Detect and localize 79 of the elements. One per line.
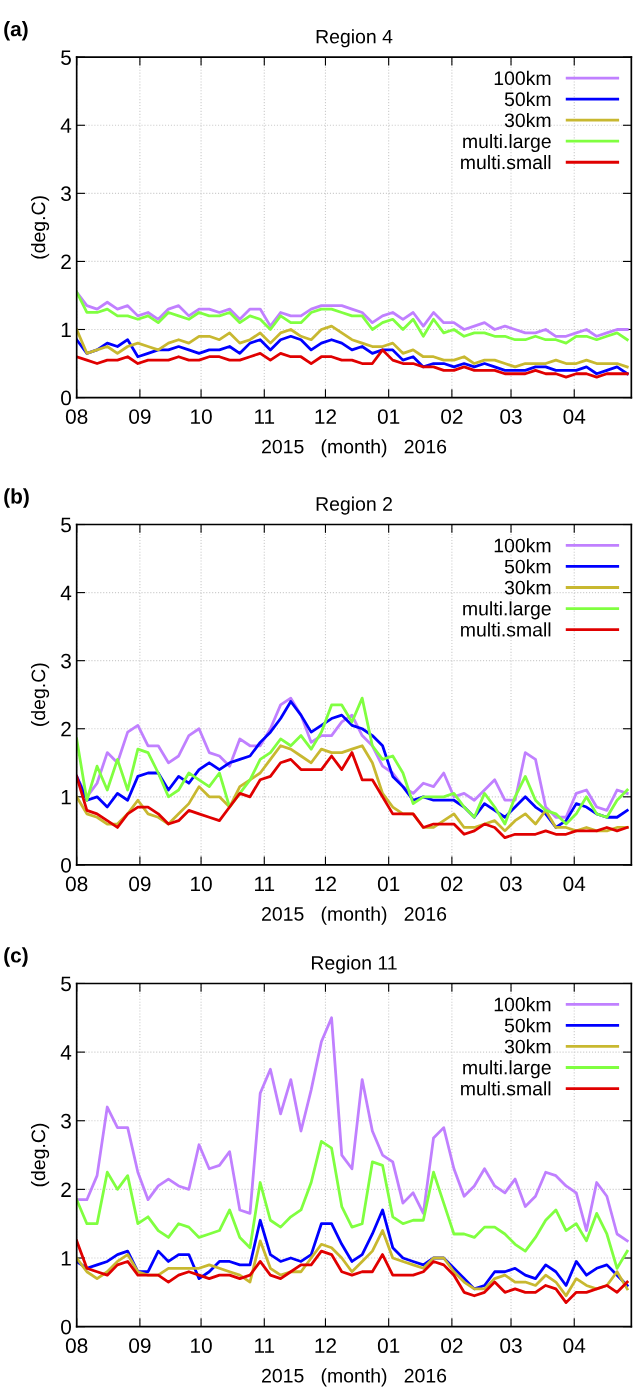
y-axis-title: (deg.C)	[31, 1123, 50, 1187]
legend-label: multi.large	[463, 601, 551, 620]
y-tick-label: 1	[61, 790, 71, 805]
legend-label: multi.small	[461, 1081, 551, 1096]
legend-label: 100km	[494, 997, 551, 1012]
x-tick-label: 11	[255, 876, 275, 892]
legend-label: 100km	[494, 538, 551, 553]
y-tick-label: 2	[61, 721, 71, 737]
text: (b)	[4, 488, 29, 508]
y-tick-label: 5	[61, 517, 71, 533]
x-tick-label: 12	[315, 1338, 336, 1353]
y-tick-label: 5	[61, 50, 71, 65]
x-axis-title: 2015 (month) 2016	[262, 439, 447, 458]
x-tick-label: 03	[500, 1338, 522, 1354]
line-series	[76, 348, 629, 379]
y-axis-title: (deg.C)	[31, 663, 50, 726]
y-tick-label: 5	[61, 976, 71, 992]
x-tick-label: 08	[65, 409, 88, 424]
y-tick-label: 4	[60, 118, 72, 133]
y-tick-label: 3	[61, 1113, 71, 1129]
x-tick-label: 11	[255, 409, 275, 424]
x-tick-label: 10	[191, 876, 212, 892]
x-tick-label: 03	[500, 409, 522, 424]
x-tick-label: 02	[441, 409, 463, 424]
x-tick-label: 04	[563, 409, 586, 424]
y-tick-label: 2	[61, 1182, 71, 1197]
legend-label: 100km	[494, 70, 551, 86]
x-tick-label: 09	[129, 409, 151, 424]
x-tick-label: 08	[65, 876, 88, 892]
y-tick-label: 3	[61, 653, 71, 669]
line-series	[76, 324, 629, 369]
y-tick-label: 1	[61, 322, 71, 338]
legend-label: multi.large	[463, 133, 551, 153]
x-tick-label: 02	[441, 876, 463, 892]
x-tick-label: 09	[129, 1338, 151, 1354]
x-tick-label: 09	[129, 876, 151, 892]
legend-label: 30km	[504, 1039, 551, 1054]
y-tick-label: 2	[61, 254, 71, 269]
chart-title: Region 11	[312, 955, 397, 974]
x-tick-label: 03	[500, 876, 522, 892]
y-tick-label: 4	[60, 585, 72, 601]
legend-label: 50km	[504, 559, 551, 574]
legend-label: multi.small	[461, 154, 551, 170]
x-tick-label: 11	[255, 1338, 275, 1353]
x-tick-label: 08	[65, 1338, 88, 1354]
text: (a)	[4, 21, 28, 41]
x-tick-label: 10	[191, 409, 212, 424]
text: (c)	[4, 947, 28, 967]
x-tick-label: 04	[563, 876, 586, 892]
x-tick-label: 12	[315, 409, 336, 424]
x-tick-label: 01	[377, 409, 400, 424]
line-series	[76, 1239, 629, 1305]
line-series	[76, 1139, 629, 1270]
y-tick-label: 4	[60, 1045, 72, 1060]
y-tick-label: 3	[61, 186, 71, 202]
legend-label: 50km	[504, 91, 551, 107]
y-tick-label: 0	[61, 857, 72, 873]
x-tick-label: 12	[315, 876, 336, 892]
line-series	[76, 1229, 629, 1298]
line-series	[76, 334, 629, 376]
x-tick-label: 10	[191, 1338, 212, 1354]
chart-title: Region 4	[316, 29, 393, 48]
y-tick-label: 0	[61, 390, 72, 406]
x-tick-label: 02	[441, 1338, 463, 1354]
legend-label: 30km	[504, 580, 551, 595]
x-axis-title: 2015 (month) 2016	[262, 1368, 447, 1387]
x-tick-label: 01	[377, 876, 400, 892]
x-tick-label: 04	[563, 1338, 586, 1354]
legend-label: 50km	[504, 1018, 551, 1033]
legend-label: 30km	[504, 112, 551, 128]
legend-label: multi.small	[461, 622, 551, 637]
y-axis-title: (deg.C)	[31, 196, 50, 259]
chart-title: Region 2	[316, 496, 392, 515]
y-tick-label: 1	[61, 1251, 71, 1266]
legend-label: multi.large	[463, 1060, 551, 1079]
x-tick-label: 01	[377, 1338, 400, 1354]
x-axis-title: 2015 (month) 2016	[262, 906, 447, 925]
line-series	[76, 1016, 629, 1243]
y-tick-label: 0	[61, 1319, 72, 1335]
